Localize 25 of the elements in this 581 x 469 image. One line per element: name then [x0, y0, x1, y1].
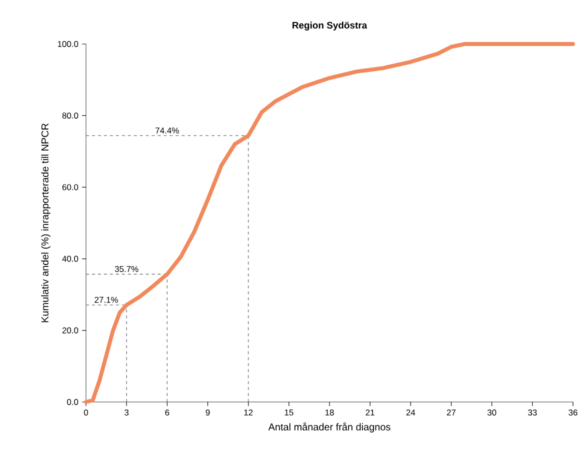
- x-tick-label: 9: [206, 410, 210, 416]
- y-tick-label: 0.0: [67, 399, 78, 405]
- ref-line-label: 27.1%: [94, 296, 118, 303]
- x-tick-label: 3: [124, 410, 129, 416]
- x-tick-label: 33: [528, 410, 537, 416]
- x-tick-label: 27: [446, 410, 456, 416]
- y-tick-label: 60.0: [62, 184, 78, 190]
- ref-line-label: 74.4%: [156, 128, 179, 134]
- y-tick-label: 100.0: [58, 41, 78, 47]
- x-tick-label: 15: [284, 410, 294, 416]
- x-tick-label: 36: [568, 410, 578, 416]
- y-tick-label: 80.0: [62, 112, 78, 119]
- x-tick-label: 18: [325, 410, 334, 416]
- y-tick-label: 40.0: [62, 256, 78, 262]
- x-tick-label: 6: [165, 410, 170, 416]
- chart-title: Region Sydöstra: [292, 22, 368, 30]
- y-axis-title: Kumulativ andel (%) inrapporterade till NPCR: [41, 124, 50, 322]
- x-tick-label: 12: [244, 410, 253, 416]
- y-tick-label: 20.0: [62, 327, 78, 334]
- x-tick-label: 21: [366, 410, 374, 416]
- x-tick-label: 24: [406, 410, 416, 416]
- x-tick-label: 30: [487, 410, 496, 416]
- x-axis-title: Antal månader från diagnos: [268, 422, 390, 432]
- x-tick-label: 0: [84, 410, 88, 416]
- ref-line-label: 35.7%: [114, 266, 138, 272]
